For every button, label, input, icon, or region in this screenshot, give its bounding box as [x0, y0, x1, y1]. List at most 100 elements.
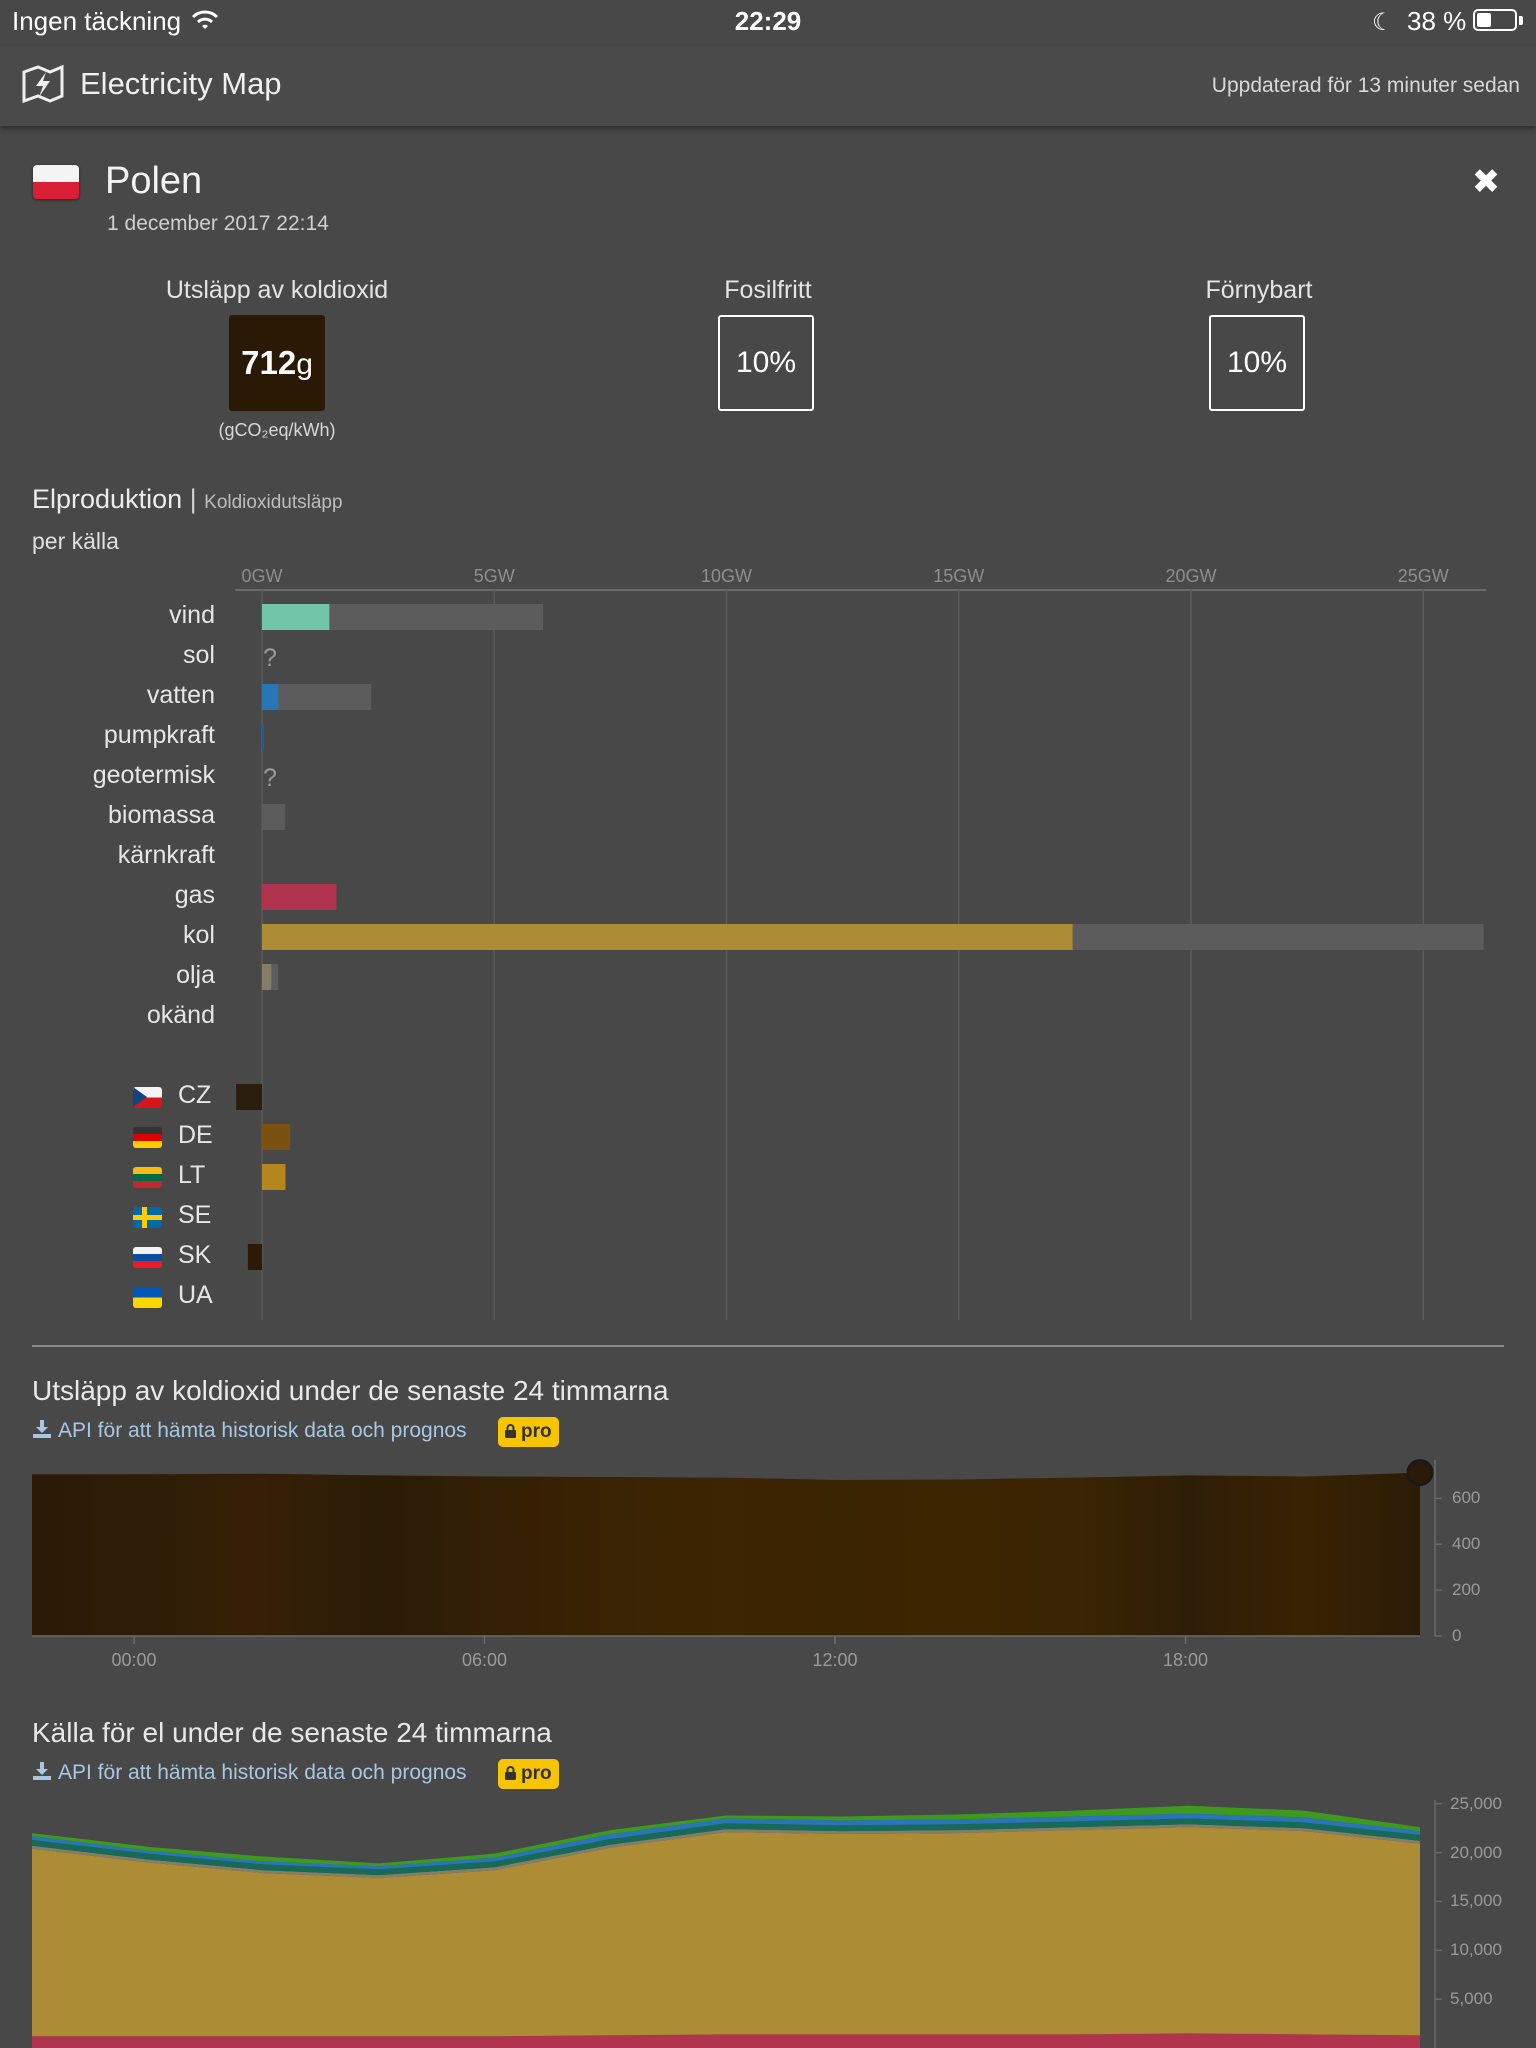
close-button[interactable]: ✖	[1471, 163, 1501, 201]
x-tick-label: 10GW	[701, 566, 752, 586]
production-bar-olja[interactable]	[262, 964, 272, 990]
source-label-okänd: okänd	[146, 1001, 215, 1029]
exchange-label-cz: CZ	[178, 1081, 212, 1109]
co2-history-title: Utsläpp av koldioxid under de senaste 24…	[32, 1375, 669, 1406]
co2-x-tick-label: 00:00	[111, 1650, 157, 1670]
country-datetime: 1 december 2017 22:14	[107, 212, 329, 235]
co2-label: Utsläpp av koldioxid	[165, 276, 389, 304]
mix-y-tick-label: 15,000	[1450, 1891, 1502, 1911]
status-bar: Ingen täckning 22:29 ☾ 38 %	[0, 0, 1536, 42]
exchange-label-sk: SK	[178, 1241, 212, 1269]
fossil-free-label: Fosilfritt	[724, 276, 812, 304]
flag-cross-h	[133, 1215, 162, 1220]
pro-badge: pro	[498, 1417, 559, 1447]
exchange-label-de: DE	[178, 1121, 213, 1149]
mix-y-tick-label: 20,000	[1450, 1842, 1502, 1862]
production-bar-pumpkraft[interactable]	[262, 724, 264, 750]
exchange-bar-lt[interactable]	[262, 1164, 286, 1190]
production-bar-gas[interactable]	[262, 884, 337, 910]
lock-icon	[505, 1424, 516, 1438]
app-title[interactable]: Electricity Map	[80, 66, 282, 101]
renewable-value: 10%	[1209, 315, 1305, 411]
x-tick-label: 0GW	[241, 566, 282, 586]
x-tick-label: 20GW	[1165, 566, 1216, 586]
co2-y-tick-label: 0	[1452, 1626, 1462, 1645]
moon-icon: ☾	[1372, 9, 1394, 36]
co2-intensity-box: 712g	[229, 315, 325, 411]
battery-nub	[1519, 16, 1523, 25]
title-separator: |	[189, 484, 197, 514]
pro-badge: pro	[498, 1759, 559, 1789]
clock-text: 22:29	[734, 6, 802, 36]
co2-y-tick-label: 600	[1452, 1488, 1481, 1508]
api-link-text[interactable]: API för att hämta historisk data och pro…	[58, 1419, 467, 1442]
co2-history-chart[interactable]	[0, 1450, 1536, 1650]
mix-area-vind[interactable]	[32, 1805, 1420, 1867]
co2-unit-label: (gCO₂eq/kWh)	[218, 420, 336, 440]
production-bar-vind[interactable]	[262, 604, 330, 630]
co2-value: 712	[241, 344, 297, 381]
capacity-bar-vatten[interactable]	[262, 684, 372, 710]
api-link-text[interactable]: API för att hämta historisk data och pro…	[58, 1761, 467, 1784]
app-header: Electricity Map Uppdaterad för 13 minute…	[0, 46, 1536, 126]
battery-percent: 38 %	[1407, 6, 1467, 36]
exchange-bar-sk[interactable]	[247, 1244, 262, 1270]
mix-area-vatten[interactable]	[32, 1813, 1420, 1870]
electricity-map-logo-icon[interactable]	[20, 64, 66, 104]
exchange-label-lt: LT	[178, 1161, 206, 1189]
mix-area-gas[interactable]	[32, 2033, 1420, 2048]
co2-current-marker[interactable]	[1406, 1459, 1434, 1487]
source-label-geotermisk: geotermisk	[92, 761, 215, 789]
fossil-free-value: 10%	[718, 315, 814, 411]
co2-y-tick-label: 200	[1452, 1580, 1481, 1600]
exchange-bar-cz[interactable]	[236, 1084, 262, 1110]
production-subtitle: per källa	[32, 528, 119, 554]
lock-icon	[505, 1766, 516, 1780]
production-bar-chart: 0GW 5GW 10GW 15GW 20GW 25GW??	[235, 566, 1486, 1320]
last-updated-text: Uppdaterad för 13 minuter sedan	[1211, 74, 1520, 97]
renewable-label: Förnybart	[1205, 276, 1313, 304]
mix-history-api-link[interactable]: API för att hämta historisk data och pro…	[32, 1761, 467, 1785]
source-label-sol: sol	[183, 641, 215, 669]
flag-lt-icon	[133, 1167, 162, 1188]
flag-de-icon	[133, 1127, 162, 1148]
mix-area-olja[interactable]	[32, 1824, 1420, 1879]
source-label-kol: kol	[183, 921, 215, 949]
x-tick-label: 25GW	[1398, 566, 1449, 586]
flag-cross-v	[142, 1207, 147, 1228]
capacity-bar-biomassa[interactable]	[262, 804, 286, 830]
mix-y-tick-label: 5,000	[1450, 1989, 1493, 2009]
section-divider	[32, 1345, 1504, 1347]
source-label-kärnkraft: kärnkraft	[117, 841, 215, 869]
mix-history-chart[interactable]	[0, 1800, 1536, 2048]
unknown-mark-geotermisk: ?	[263, 764, 277, 792]
mix-y-tick-label: 25,000	[1450, 1793, 1502, 1813]
exchange-label-se: SE	[178, 1201, 212, 1229]
source-label-vind: vind	[169, 601, 215, 629]
flag-cz-icon	[133, 1087, 162, 1108]
download-icon	[33, 1420, 51, 1438]
mix-area-kol[interactable]	[32, 1827, 1420, 2037]
unknown-mark-sol: ?	[263, 644, 277, 672]
production-tab-emissions[interactable]: Koldioxidutsläpp	[204, 492, 343, 513]
flag-se-icon	[133, 1207, 162, 1228]
production-bar-kol[interactable]	[262, 924, 1073, 950]
co2-history-api-link[interactable]: API för att hämta historisk data och pro…	[32, 1419, 467, 1443]
pro-label: pro	[521, 1421, 552, 1442]
battery-icon	[1473, 9, 1517, 31]
flag-triangle	[133, 1087, 147, 1107]
co2-x-tick-label: 06:00	[461, 1650, 508, 1670]
country-name: Polen	[105, 160, 203, 202]
mix-area-biomassa[interactable]	[32, 1818, 1420, 1876]
source-label-pumpkraft: pumpkraft	[103, 721, 215, 749]
exchange-label-ua: UA	[178, 1281, 213, 1309]
co2-x-tick-label: 12:00	[812, 1650, 858, 1670]
co2-area[interactable]	[32, 1472, 1420, 1636]
production-bar-vatten[interactable]	[262, 684, 279, 710]
wifi-icon	[191, 10, 219, 29]
co2-x-tick-label: 18:00	[1162, 1650, 1209, 1670]
production-tab-electricity[interactable]: Elproduktion	[32, 484, 183, 514]
exchange-bar-de[interactable]	[262, 1124, 291, 1150]
carrier-text: Ingen täckning	[12, 6, 182, 36]
x-tick-label: 5GW	[474, 566, 515, 586]
